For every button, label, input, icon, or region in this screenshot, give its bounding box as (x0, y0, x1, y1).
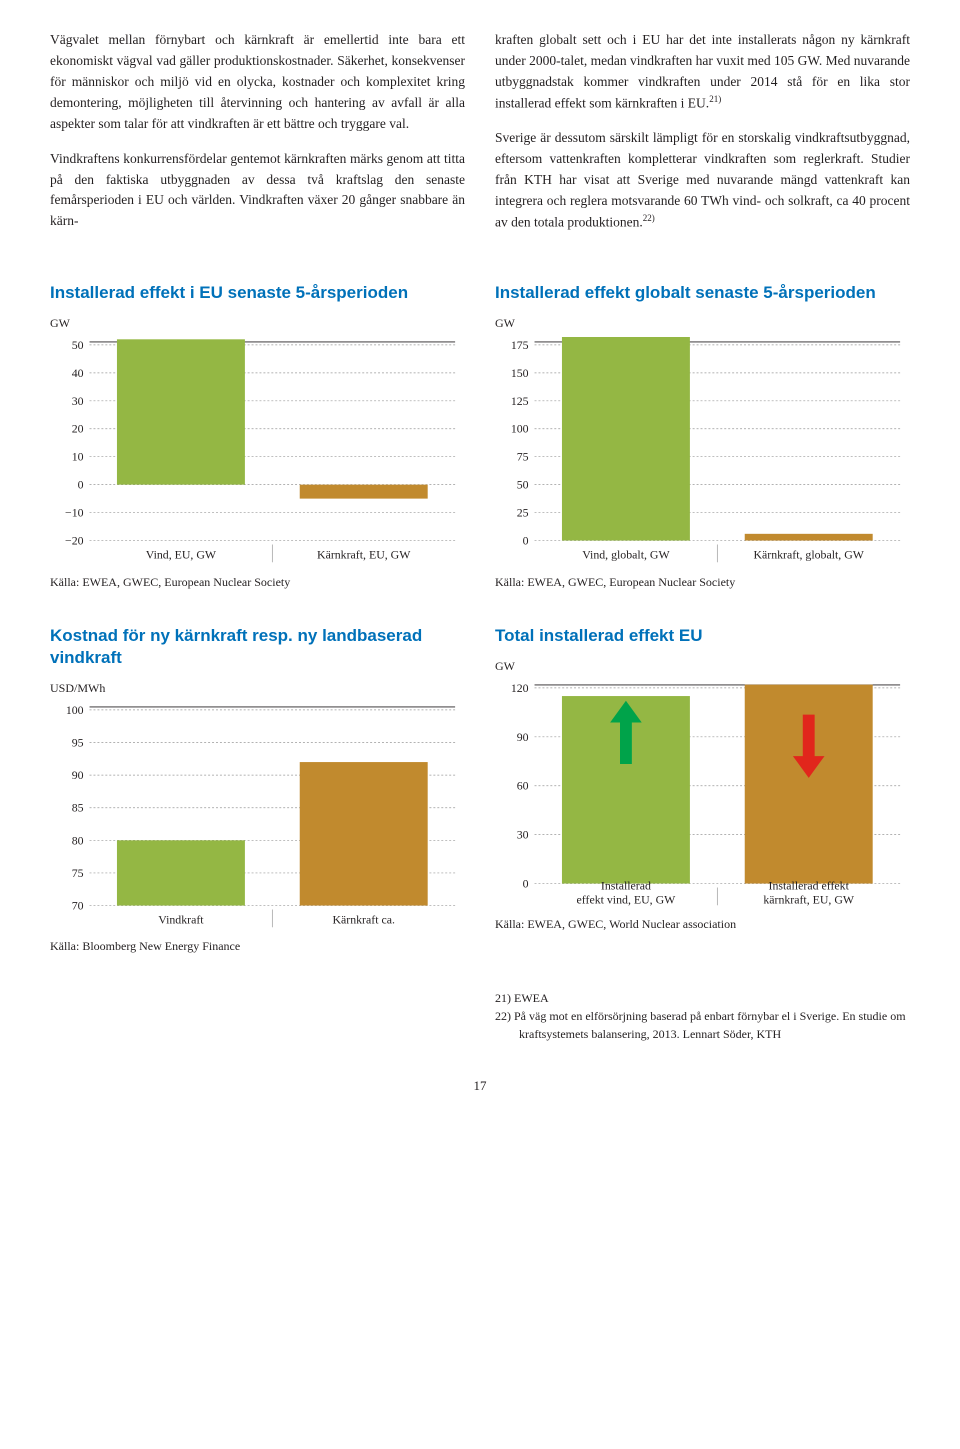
footnote: 21) EWEA (495, 989, 910, 1007)
svg-text:100: 100 (511, 422, 529, 436)
body-text: Vägvalet mellan förnybart och kärnkraft … (50, 30, 910, 247)
svg-text:10: 10 (72, 450, 84, 464)
chart-cost: Kostnad för ny kärnkraft resp. ny landba… (50, 625, 465, 954)
svg-text:20: 20 (72, 422, 84, 436)
chart-svg: 100 95 90 85 80 75 70 Vindkraft Kärnkraft ca. (50, 702, 465, 929)
svg-text:25: 25 (517, 506, 529, 520)
chart-title: Installerad effekt globalt senaste 5-års… (495, 282, 910, 304)
svg-text:120: 120 (511, 681, 529, 695)
svg-text:175: 175 (511, 338, 529, 352)
svg-text:−10: −10 (65, 506, 84, 520)
chart-source: Källa: EWEA, GWEC, World Nuclear associa… (495, 917, 910, 932)
y-axis-label: GW (495, 316, 910, 331)
svg-text:30: 30 (72, 394, 84, 408)
svg-text:0: 0 (523, 534, 529, 548)
chart-row-1: Installerad effekt i EU senaste 5-årsper… (50, 282, 910, 589)
chart-source: Källa: EWEA, GWEC, European Nuclear Soci… (50, 575, 465, 590)
svg-text:−20: −20 (65, 534, 84, 548)
svg-text:50: 50 (72, 338, 84, 352)
svg-text:95: 95 (72, 735, 84, 749)
svg-text:Installerad effektkärnkraft, E: Installerad effektkärnkraft, EU, GW (763, 878, 855, 906)
svg-text:75: 75 (72, 866, 84, 880)
left-column: Vägvalet mellan förnybart och kärnkraft … (50, 30, 465, 247)
footnotes: 21) EWEA 22) På väg mot en elförsörjning… (495, 989, 910, 1043)
footnote-ref: 22) (643, 213, 655, 223)
chart-title: Installerad effekt i EU senaste 5-årsper… (50, 282, 465, 304)
svg-text:Vind, EU, GW: Vind, EU, GW (146, 548, 217, 562)
svg-text:Kärnkraft, globalt, GW: Kärnkraft, globalt, GW (753, 548, 864, 562)
paragraph: kraften globalt sett och i EU har det in… (495, 30, 910, 114)
svg-text:50: 50 (517, 478, 529, 492)
right-column: kraften globalt sett och i EU har det in… (495, 30, 910, 247)
svg-text:125: 125 (511, 394, 529, 408)
chart-title: Kostnad för ny kärnkraft resp. ny landba… (50, 625, 465, 669)
chart-global-effect: Installerad effekt globalt senaste 5-års… (495, 282, 910, 589)
page-number: 17 (50, 1078, 910, 1094)
chart-source: Källa: EWEA, GWEC, European Nuclear Soci… (495, 575, 910, 590)
svg-text:75: 75 (517, 450, 529, 464)
chart-title: Total installerad effekt EU (495, 625, 910, 647)
svg-text:60: 60 (517, 778, 529, 792)
svg-text:0: 0 (78, 478, 84, 492)
text-run: kraften globalt sett och i EU har det in… (495, 32, 910, 110)
y-axis-label: GW (50, 316, 465, 331)
paragraph: Sverige är dessutom särskilt lämpligt fö… (495, 128, 910, 233)
chart-eu-effect: Installerad effekt i EU senaste 5-årsper… (50, 282, 465, 589)
svg-text:100: 100 (66, 703, 84, 717)
y-axis-label: USD/MWh (50, 681, 465, 696)
text-run: Sverige är dessutom särskilt lämpligt fö… (495, 130, 910, 229)
footnote-row: 21) EWEA 22) På väg mot en elförsörjning… (50, 989, 910, 1043)
chart-row-2: Kostnad för ny kärnkraft resp. ny landba… (50, 625, 910, 954)
svg-text:Kärnkraft, EU, GW: Kärnkraft, EU, GW (317, 548, 411, 562)
svg-text:40: 40 (72, 366, 84, 380)
footnote: 22) På väg mot en elförsörjning baserad … (495, 1007, 910, 1043)
chart-svg: 175 150 125 100 75 50 25 0 Vind, globalt, GW Kärn… (495, 337, 910, 564)
svg-text:30: 30 (517, 827, 529, 841)
svg-text:80: 80 (72, 833, 84, 847)
chart-svg: 1209060300Installeradeffekt vind, EU, GW… (495, 680, 910, 907)
svg-text:0: 0 (523, 876, 529, 890)
chart-source: Källa: Bloomberg New Energy Finance (50, 939, 465, 954)
y-axis-label: GW (495, 659, 910, 674)
paragraph: Vägvalet mellan förnybart och kärnkraft … (50, 30, 465, 135)
svg-text:150: 150 (511, 366, 529, 380)
svg-text:90: 90 (72, 768, 84, 782)
svg-text:Vind, globalt, GW: Vind, globalt, GW (582, 548, 670, 562)
svg-text:Vindkraft: Vindkraft (158, 912, 204, 926)
chart-total-eu: Total installerad effekt EU GW 120 90 60 30… (495, 625, 910, 954)
footnote-ref: 21) (709, 94, 721, 104)
paragraph: Vindkraftens konkurrensfördelar gentemot… (50, 149, 465, 233)
chart-svg: 50 40 30 20 10 0 −10 −20 Vind, EU, GW Kärnkraft, … (50, 337, 465, 564)
svg-text:Kärnkraft ca.: Kärnkraft ca. (332, 912, 395, 926)
svg-text:70: 70 (72, 898, 84, 912)
svg-text:85: 85 (72, 801, 84, 815)
svg-text:90: 90 (517, 729, 529, 743)
